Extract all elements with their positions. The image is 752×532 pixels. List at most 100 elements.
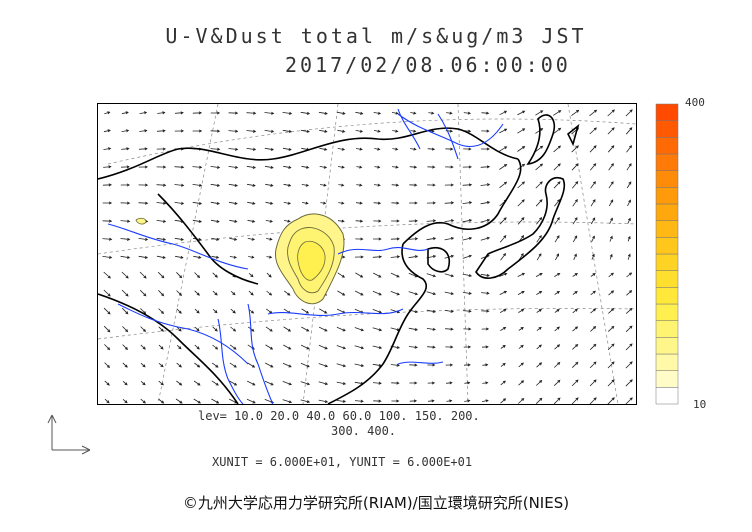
wind-arrow <box>518 327 524 331</box>
wind-arrow <box>138 147 148 151</box>
wind-arrow <box>319 165 328 169</box>
wind-arrow <box>355 111 364 115</box>
wind-arrow <box>194 344 200 350</box>
wind-arrow <box>158 308 164 314</box>
wind-arrow <box>625 379 633 387</box>
wind-arrow <box>120 183 131 187</box>
wind-arrow <box>156 219 167 223</box>
wind-arrow <box>444 183 454 187</box>
wind-arrow <box>553 110 562 116</box>
wind-arrow <box>174 183 185 187</box>
wind-arrow <box>158 344 164 350</box>
wind-arrow <box>536 309 543 313</box>
wind-arrow <box>194 308 200 314</box>
wind-arrow <box>625 397 633 405</box>
wind-arrow <box>589 127 597 135</box>
wind-arrow <box>373 183 381 187</box>
wind-arrow <box>283 165 292 169</box>
wind-arrow <box>391 219 400 223</box>
wind-arrow <box>553 163 561 171</box>
wind-arrow <box>517 181 526 189</box>
wind-arrow <box>480 273 490 277</box>
wind-arrow <box>480 165 491 169</box>
wind-arrow <box>572 217 578 225</box>
wind-arrow <box>481 111 490 115</box>
wind-arrow <box>283 201 292 205</box>
wind-arrow <box>390 255 401 259</box>
wind-arrow <box>230 326 237 332</box>
wind-arrow <box>337 165 345 169</box>
wind-arrow <box>302 201 309 205</box>
wind-arrow <box>265 308 273 314</box>
wind-arrow <box>140 344 146 350</box>
wind-arrow <box>499 128 508 134</box>
wind-arrow <box>480 201 491 205</box>
wind-arrow <box>571 163 579 171</box>
wind-arrow <box>157 111 166 115</box>
wind-arrow <box>462 165 472 169</box>
wind-arrow <box>408 255 419 259</box>
wind-arrow <box>589 379 597 387</box>
wind-arrow <box>499 217 507 225</box>
wind-arrow <box>391 381 400 385</box>
wind-arrow <box>122 380 128 386</box>
wind-arrow <box>264 129 275 133</box>
wind-arrow <box>463 363 471 367</box>
colorbar-cell <box>655 303 679 321</box>
wind-arrow <box>247 380 256 386</box>
colorbar-cell <box>655 320 679 338</box>
wind-arrow <box>590 199 596 207</box>
wind-arrow <box>212 272 218 278</box>
wind-arrow <box>590 217 596 225</box>
wind-arrow <box>229 380 238 386</box>
wind-arrow <box>158 362 164 368</box>
wind-arrow <box>318 381 329 386</box>
wind-arrow <box>589 163 597 171</box>
wind-arrow <box>591 235 595 242</box>
wind-arrow <box>590 273 596 277</box>
wind-arrow <box>410 111 417 115</box>
wind-arrow <box>390 237 400 241</box>
colorbar-cell <box>655 287 679 305</box>
vector-units: XUNIT = 6.000E+01, YUNIT = 6.000E+01 <box>212 455 473 469</box>
colorbar-cell <box>655 370 679 388</box>
wind-arrow <box>300 344 310 350</box>
wind-arrow <box>607 361 615 369</box>
wind-arrow <box>372 290 382 296</box>
wind-arrow <box>427 345 436 349</box>
wind-arrow <box>211 237 220 241</box>
wind-arrow <box>372 381 382 385</box>
wind-arrow <box>265 219 274 223</box>
wind-arrow <box>282 399 293 404</box>
wind-arrow <box>247 219 256 223</box>
wind-arrow <box>609 217 613 224</box>
wind-arrow <box>591 253 595 260</box>
wind-arrow <box>103 289 111 297</box>
wind-arrow <box>264 165 274 169</box>
wind-arrow <box>626 272 633 278</box>
wind-arrow <box>462 291 472 295</box>
wind-arrow <box>282 362 292 368</box>
wind-arrow <box>210 219 220 223</box>
wind-arrow <box>229 255 237 259</box>
wind-arrow <box>535 181 543 189</box>
wind-arrow <box>212 309 218 314</box>
wind-arrow <box>445 165 454 169</box>
wind-arrow <box>572 273 579 277</box>
wind-arrow <box>318 111 328 115</box>
wind-arrow <box>156 237 167 241</box>
wind-arrow <box>283 326 292 332</box>
wind-arrow <box>212 344 219 350</box>
colorbar-cell <box>655 220 679 238</box>
wind-arrow <box>246 183 256 187</box>
wind-arrow <box>608 199 614 207</box>
wind-arrow <box>535 110 544 116</box>
wind-arrow <box>535 199 543 207</box>
wind-arrow <box>120 201 131 205</box>
wind-arrow <box>589 145 597 153</box>
wind-arrow <box>246 398 256 404</box>
wind-arrow <box>210 201 221 205</box>
wind-arrow <box>554 309 560 313</box>
wind-arrow <box>500 253 507 261</box>
wind-arrow <box>553 181 561 189</box>
